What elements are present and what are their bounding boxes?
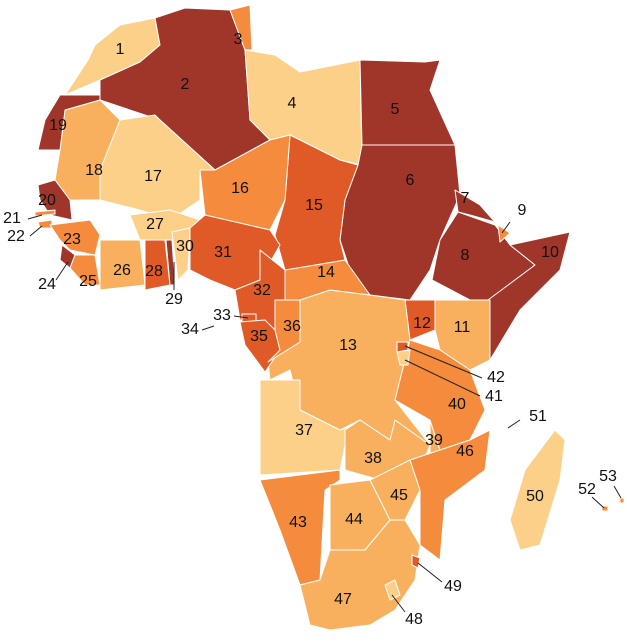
country-label: 43 <box>289 514 307 531</box>
country-label: 41 <box>485 388 503 405</box>
country <box>165 239 176 286</box>
leader-line <box>613 485 622 499</box>
country-label: 1 <box>116 41 125 58</box>
country <box>37 94 101 151</box>
country-label: 52 <box>578 481 596 498</box>
country-label: 8 <box>461 247 470 264</box>
country-label: 27 <box>146 216 164 233</box>
country-label: 35 <box>250 328 268 345</box>
leader-line <box>391 594 406 613</box>
country-label: 9 <box>518 202 527 219</box>
country-label: 24 <box>38 276 56 293</box>
country <box>37 219 53 229</box>
country <box>244 49 363 166</box>
country-label: 46 <box>456 443 474 460</box>
country-label: 39 <box>425 432 443 449</box>
leader-line <box>27 214 43 220</box>
country-label: 15 <box>305 197 323 214</box>
country-label: 28 <box>145 263 163 280</box>
country <box>409 429 491 561</box>
country <box>434 299 491 371</box>
country <box>509 429 566 551</box>
country <box>384 579 401 601</box>
country-label: 34 <box>181 321 199 338</box>
country-label: 13 <box>339 337 357 354</box>
country <box>497 224 511 243</box>
country <box>299 519 421 631</box>
country-label: 47 <box>334 591 352 608</box>
country <box>454 189 496 223</box>
leader-line <box>404 359 481 397</box>
country-label: 33 <box>213 307 231 324</box>
country-label: 12 <box>413 315 431 332</box>
leader-line <box>29 225 43 237</box>
country-label: 19 <box>49 117 67 134</box>
country-label: 44 <box>345 511 363 528</box>
leader-line <box>591 496 605 509</box>
country-label: 25 <box>79 273 97 290</box>
country-label: 5 <box>391 101 400 118</box>
country-label: 7 <box>461 190 470 207</box>
country-label: 53 <box>599 468 617 485</box>
country-label: 10 <box>541 244 559 261</box>
country <box>54 99 121 201</box>
country-label: 30 <box>176 238 194 255</box>
country-label: 18 <box>85 162 103 179</box>
country-label: 20 <box>38 192 56 209</box>
country-label: 50 <box>526 488 544 505</box>
country-label: 38 <box>364 450 382 467</box>
country-label: 36 <box>283 318 301 335</box>
country-label: 14 <box>317 264 335 281</box>
country-label: 16 <box>231 180 249 197</box>
country-label: 51 <box>529 408 547 425</box>
leader-line <box>201 325 215 331</box>
country-label: 11 <box>454 319 471 336</box>
country <box>34 209 56 217</box>
country <box>369 459 421 521</box>
country-label: 29 <box>165 291 183 308</box>
country <box>487 231 571 361</box>
country-label: 40 <box>448 396 466 413</box>
countries <box>34 4 625 631</box>
country <box>359 59 456 146</box>
country <box>411 554 421 569</box>
leader-line <box>55 261 69 281</box>
country <box>619 497 625 504</box>
country-label: 32 <box>253 282 271 299</box>
country <box>267 299 301 363</box>
country-label: 48 <box>405 611 423 628</box>
leader-line <box>501 221 511 234</box>
country <box>274 134 359 271</box>
country <box>37 179 73 221</box>
country-label: 49 <box>444 578 462 595</box>
country-label: 37 <box>295 422 313 439</box>
country <box>259 469 341 586</box>
country <box>171 227 191 281</box>
leader-line <box>233 315 249 319</box>
country-label: 45 <box>390 487 408 504</box>
country-label: 22 <box>7 228 25 245</box>
country-label: 4 <box>288 95 297 112</box>
country-label: 26 <box>113 262 131 279</box>
country <box>69 254 101 286</box>
leader-line <box>417 562 443 583</box>
country-label: 31 <box>214 244 232 261</box>
country-label: 2 <box>181 76 190 93</box>
country-label: 42 <box>487 369 505 386</box>
country-label: 21 <box>3 210 21 227</box>
leader-line <box>404 345 483 379</box>
country-label: 17 <box>144 168 162 185</box>
country-label: 3 <box>234 31 243 48</box>
country <box>229 4 253 51</box>
leader-line <box>507 419 521 429</box>
country-label: 6 <box>406 172 415 189</box>
country <box>396 341 409 353</box>
leader-lines <box>27 214 622 613</box>
country-label: 23 <box>63 231 81 248</box>
